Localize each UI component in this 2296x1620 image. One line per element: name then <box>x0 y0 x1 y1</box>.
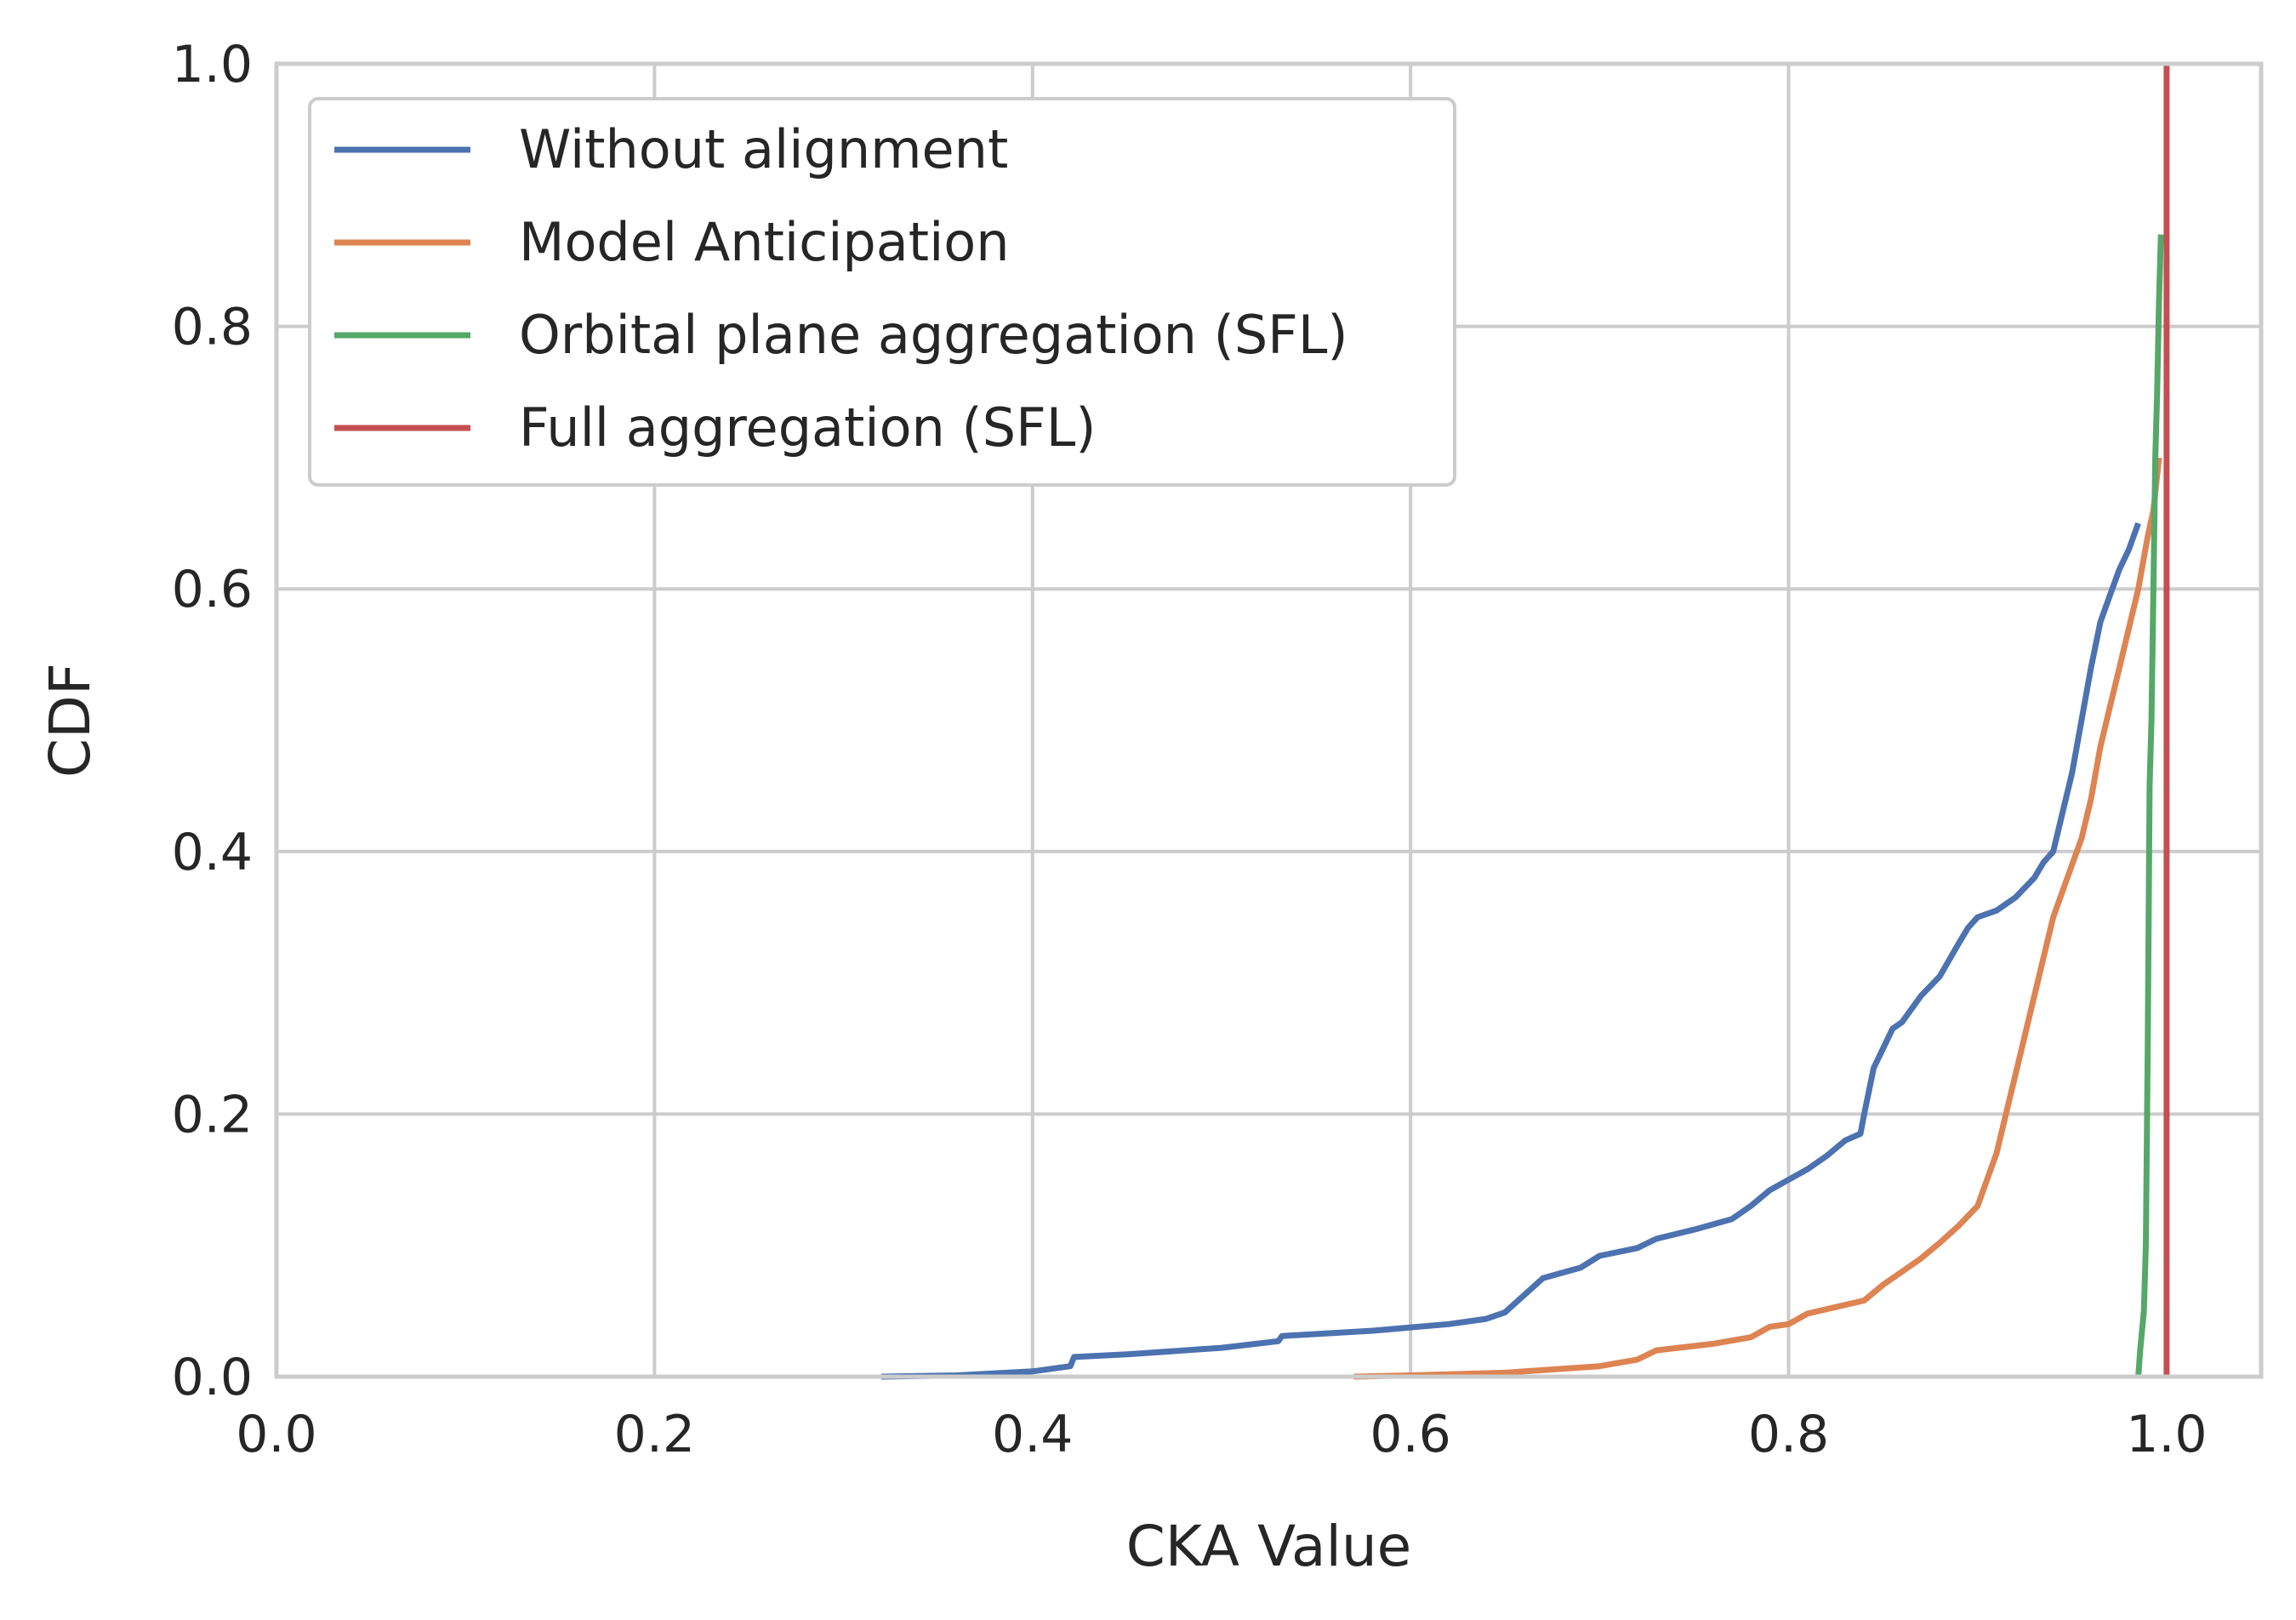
legend-items: Without alignment Model Anticipation Orbit… <box>334 118 1348 459</box>
x-tick-label-5: 1.0 <box>2126 1405 2207 1464</box>
x-tick-label-3: 0.6 <box>1370 1405 1450 1464</box>
series-line-1 <box>1353 457 2162 1380</box>
legend-label-1: Model Anticipation <box>519 211 1010 273</box>
y-axis-label: CDF <box>37 663 103 778</box>
y-tick-label-0: 0.0 <box>172 1348 253 1407</box>
series-layer <box>880 64 2170 1380</box>
x-axis-label: CKA Value <box>1126 1514 1412 1579</box>
y-tick-label-3: 0.6 <box>172 560 253 619</box>
x-tick-label-4: 0.8 <box>1748 1405 1829 1464</box>
legend: Without alignment Model Anticipation Orbit… <box>308 97 1456 487</box>
y-tick-label-4: 0.8 <box>172 298 253 357</box>
ticks-layer: 0.0 0.2 0.4 0.6 0.8 1.0 0.0 0.2 0.4 0.6 0.8 1.0 <box>172 35 2208 1464</box>
x-tick-label-1: 0.2 <box>614 1405 695 1464</box>
x-tick-label-2: 0.4 <box>992 1405 1073 1464</box>
legend-label-2: Orbital plane aggregation (SFL) <box>519 304 1348 366</box>
legend-label-3: Full aggregation (SFL) <box>519 396 1096 459</box>
legend-label-0: Without alignment <box>519 118 1008 180</box>
plot-frame <box>274 61 2264 1379</box>
x-tick-label-0: 0.0 <box>236 1405 316 1464</box>
series-line-0 <box>880 522 2141 1380</box>
legend-box <box>308 97 1456 487</box>
series-line-2 <box>2135 234 2164 1378</box>
y-tick-label-1: 0.2 <box>172 1085 253 1144</box>
y-tick-label-2: 0.4 <box>172 823 253 882</box>
y-tick-label-5: 1.0 <box>172 35 253 94</box>
